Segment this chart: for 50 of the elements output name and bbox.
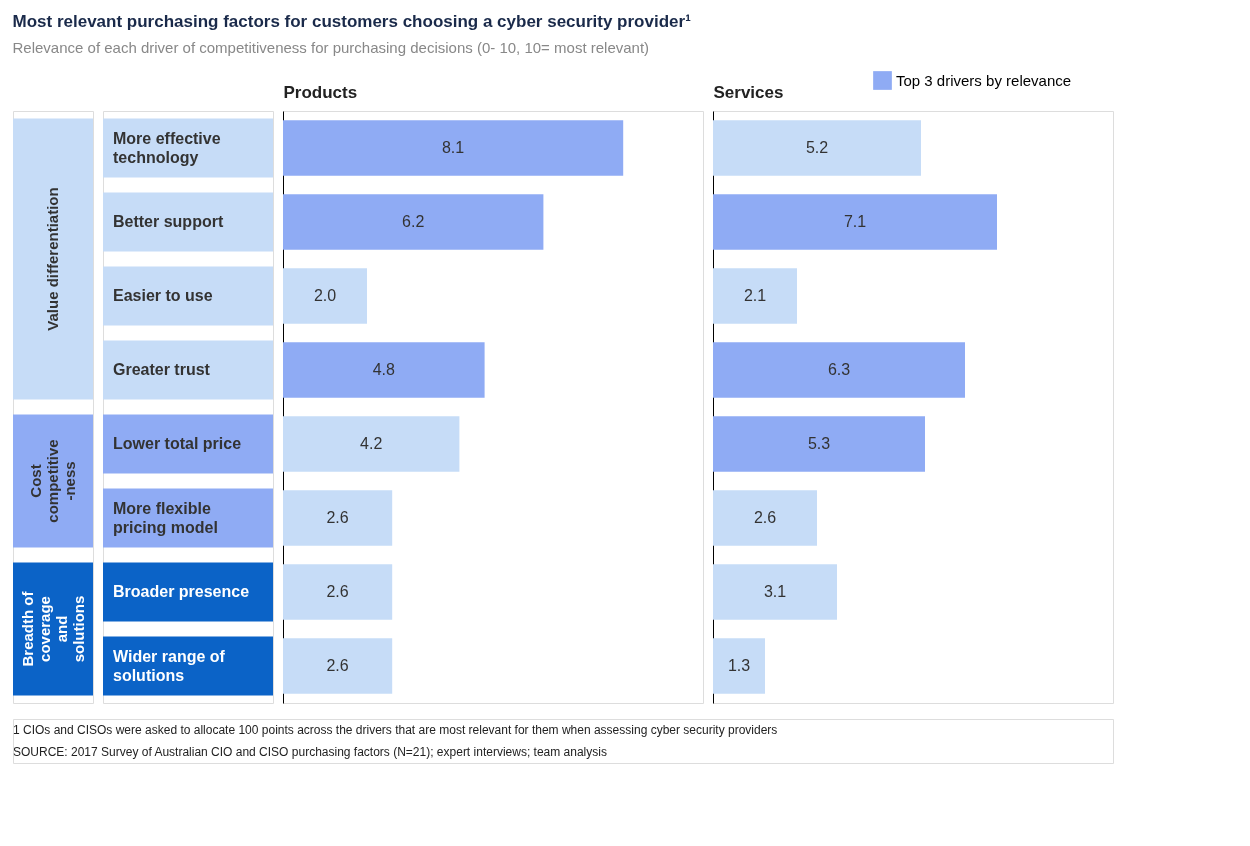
y-tick-label: Broader presence (113, 583, 250, 600)
source-note: SOURCE: 2017 Survey of Australian CIO and CISO purchasing factors (N=21); expert interviews; team analysis (13, 745, 607, 759)
data-label: 2.6 (326, 509, 349, 526)
text: Value differentiation (44, 187, 61, 331)
data-label: 4.2 (360, 435, 383, 452)
x-axis-title: Products (283, 82, 358, 102)
legend-label: Top 3 drivers by relevance (896, 71, 1072, 89)
text: Cost competitive -ness (27, 439, 78, 523)
y-tick-label: Wider range of solutions (113, 647, 226, 684)
bar (713, 416, 925, 472)
bar (713, 120, 921, 176)
data-label: 2.6 (326, 583, 349, 600)
data-label: 2.1 (743, 287, 767, 304)
bar (283, 638, 393, 694)
y-tick-label: Better support (113, 213, 224, 230)
y-tick-label: Lower total price (113, 435, 242, 452)
bar (713, 342, 965, 398)
bar (713, 268, 797, 324)
bar (283, 268, 367, 324)
y-tick-label: More effective technology (113, 129, 221, 166)
data-label: 6.3 (827, 361, 851, 378)
data-label: 7.1 (843, 213, 867, 230)
data-label: 1.3 (727, 657, 751, 674)
bar (713, 490, 817, 546)
bar (283, 490, 393, 546)
y-tick-label: Greater trust (113, 361, 211, 378)
data-label: 3.1 (763, 583, 787, 600)
data-label: 2.6 (326, 657, 349, 674)
data-label: 6.2 (402, 213, 425, 230)
bar (283, 342, 485, 398)
chart-title: Most relevant purchasing factors for customers choosing a cyber security provider¹ (12, 11, 692, 31)
bar (283, 564, 393, 620)
y-tick-label: Easier to use (113, 287, 213, 304)
y-tick-label: More flexible pricing model (113, 499, 218, 536)
bar (283, 194, 544, 250)
data-label: 2.6 (753, 509, 777, 526)
x-axis-title: Services (713, 82, 784, 102)
chart-subtitle: Relevance of each driver of competitiveness for purchasing decisions (0- 10, 10= most relevant) (12, 38, 650, 56)
text: 1 CIOs and CISOs were asked to allocate 100 points across the drivers that are most relevant for them when assessing cyber security providers (13, 723, 778, 737)
data-label: 5.2 (805, 139, 829, 156)
data-label: 4.8 (372, 361, 396, 378)
bar (283, 416, 460, 472)
bar (713, 194, 997, 250)
bar (713, 564, 837, 620)
bar (713, 638, 765, 694)
data-label: 8.1 (441, 139, 465, 156)
data-label: 2.0 (313, 287, 337, 304)
text: Breadth of coverage and solutions (18, 590, 87, 667)
data-label: 5.3 (807, 435, 831, 452)
bar (283, 120, 624, 176)
